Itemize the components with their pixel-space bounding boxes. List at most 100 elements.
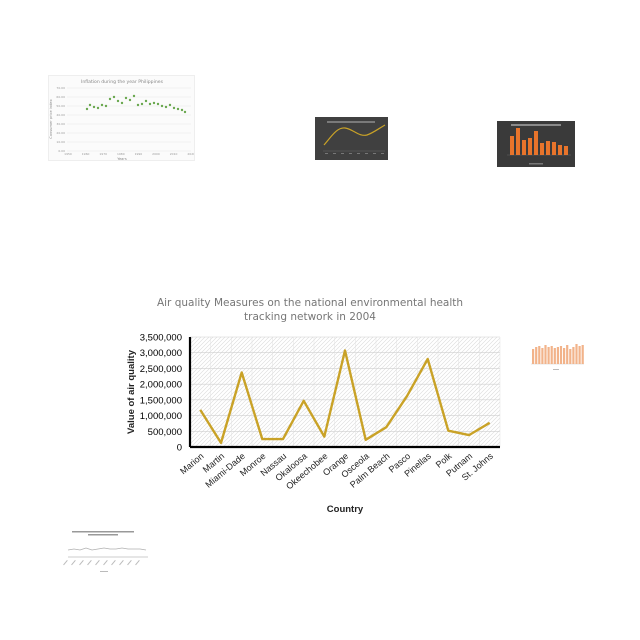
thumbnail-1-point (128, 98, 132, 102)
thumbnail-4-svg (531, 344, 584, 370)
y-tick-label: 500,000 (148, 427, 182, 438)
thumbnail-small-line-chart[interactable] (58, 529, 151, 582)
thumbnail-1-grid: 70.0060.0050.0040.0030.0020.0010.000.001… (56, 86, 195, 156)
thumbnail-inflation-scatter[interactable]: Inflation during the year Philippines Ye… (48, 75, 195, 161)
thumbnail-3-bars (510, 128, 568, 155)
thumbnail-4-bar (572, 347, 575, 364)
thumbnail-1-svg: Inflation during the year Philippines Ye… (49, 79, 195, 161)
thumbnail-1-point (85, 107, 89, 111)
thumbnail-1-xtick: 1960 (82, 152, 90, 156)
thumbnail-1-point (164, 105, 168, 109)
thumbnail-1-ytick: 70.00 (56, 86, 65, 90)
thumbnail-1-ytick: 60.00 (56, 95, 65, 99)
y-tick-label: 1,000,000 (140, 411, 182, 422)
thumbnail-3-bar (564, 146, 568, 155)
thumbnail-4-bar (532, 349, 535, 364)
thumbnail-5-line (67, 547, 147, 551)
thumbnail-light-bar-chart[interactable] (527, 337, 585, 372)
thumbnail-4-bar (538, 346, 541, 364)
thumbnail-1-point (148, 102, 152, 106)
thumbnail-1-xtick: 2010 (170, 152, 178, 156)
thumbnail-1-xtick: 2000 (152, 152, 160, 156)
thumbnail-3-bar (528, 138, 532, 155)
thumbnail-1-ytick: 0.00 (58, 149, 65, 153)
thumbnail-1-point (112, 95, 116, 99)
thumbnail-2-xticks (325, 153, 384, 154)
thumbnail-1-point (104, 104, 108, 108)
x-tick-label: Marion (178, 451, 206, 476)
thumbnail-1-point (176, 107, 180, 111)
thumbnail-4-bar (559, 346, 563, 364)
thumbnail-1-point (180, 108, 184, 112)
thumbnail-1-points (85, 94, 187, 114)
thumbnail-4-bar (535, 347, 538, 364)
y-tick-label: 2,000,000 (140, 380, 182, 391)
thumbnail-1-point (92, 105, 96, 109)
thumbnail-1-xtick: 1980 (117, 152, 125, 156)
thumbnail-1-ytick: 30.00 (56, 122, 65, 126)
thumbnail-1-point (100, 103, 104, 107)
thumbnail-1-ylabel: Consumer price index (49, 98, 53, 138)
thumbnail-4-bar (566, 345, 569, 364)
thumbnail-3-bar (522, 140, 526, 155)
thumbnail-4-bar (563, 348, 566, 364)
thumbnail-4-bar (575, 344, 578, 364)
thumbnail-3-bar (546, 141, 550, 155)
thumbnail-5-svg (63, 531, 148, 572)
thumbnail-1-xtick: 1970 (99, 152, 107, 156)
thumbnail-1-point (136, 103, 140, 107)
thumbnail-4-bar (569, 349, 572, 364)
x-tick-labels: MarionMartinMiami-DadeMonroeNassauOkaloo… (178, 451, 495, 492)
thumbnail-1-ytick: 40.00 (56, 113, 65, 117)
thumbnail-4-bar (547, 347, 550, 364)
thumbnail-4-bar (553, 348, 556, 364)
thumbnail-4-bar (556, 347, 559, 364)
y-tick-label: 2,500,000 (140, 364, 182, 375)
thumbnail-1-point (152, 101, 156, 105)
thumbnail-2-title-bar (327, 121, 375, 123)
thumbnail-4-xlabel-bar (553, 369, 559, 370)
thumbnail-1-point (116, 99, 120, 103)
thumbnail-1-point (120, 101, 124, 105)
thumbnail-1-point (124, 96, 128, 100)
thumbnail-3-bar (534, 131, 538, 155)
y-tick-label: 3,000,000 (140, 348, 182, 359)
thumbnail-1-point (96, 106, 100, 110)
thumbnail-4-bar (581, 345, 584, 364)
thumbnail-1-title: Inflation during the year Philippines (81, 79, 164, 85)
thumbnail-dark-line-chart[interactable] (315, 117, 388, 160)
thumbnail-1-point (88, 103, 92, 107)
thumbnail-5-xlabel-bar (100, 571, 108, 572)
series-line (199, 349, 491, 445)
thumbnail-1-point (156, 102, 160, 106)
air-quality-line-chart: Air quality Measures on the national env… (110, 288, 530, 523)
thumbnail-3-bar (516, 128, 520, 155)
thumbnail-2-line (323, 124, 386, 146)
thumbnail-2-svg (323, 121, 386, 154)
thumbnail-5-subtitle-bar (88, 534, 118, 536)
thumbnail-1-point (183, 110, 187, 114)
thumbnail-3-bar (510, 136, 514, 155)
thumbnail-1-xtick: 2020 (187, 152, 195, 156)
y-tick-label: 0 (177, 443, 182, 454)
thumbnail-1-xlabel: Years (117, 157, 127, 161)
thumbnail-3-title-bar (511, 124, 561, 126)
thumbnail-4-bars (532, 344, 584, 364)
thumbnail-1-xtick: 1990 (135, 152, 143, 156)
y-tick-label: 1,500,000 (140, 395, 182, 406)
y-tick-labels: 0 500,000 1,000,000 1,500,000 2,000,000 2,500… (140, 333, 182, 454)
thumbnail-1-point (168, 103, 172, 107)
thumbnail-5-xticks (63, 560, 140, 566)
thumbnail-4-bar (550, 346, 553, 364)
thumbnail-3-svg (507, 124, 571, 165)
thumbnail-1-ytick: 20.00 (56, 131, 65, 135)
main-chart-svg: Air quality Measures on the national env… (126, 297, 501, 515)
thumbnail-dark-bar-chart[interactable] (497, 121, 575, 167)
thumbnail-1-point (140, 102, 144, 106)
thumbnail-1-point (160, 104, 164, 108)
thumbnail-1-xtick: 1950 (64, 152, 72, 156)
y-tick-label: 3,500,000 (140, 333, 182, 344)
thumbnail-5-title-bar (72, 531, 134, 533)
thumbnail-1-point (172, 106, 176, 110)
thumbnail-4-bar (544, 345, 547, 364)
